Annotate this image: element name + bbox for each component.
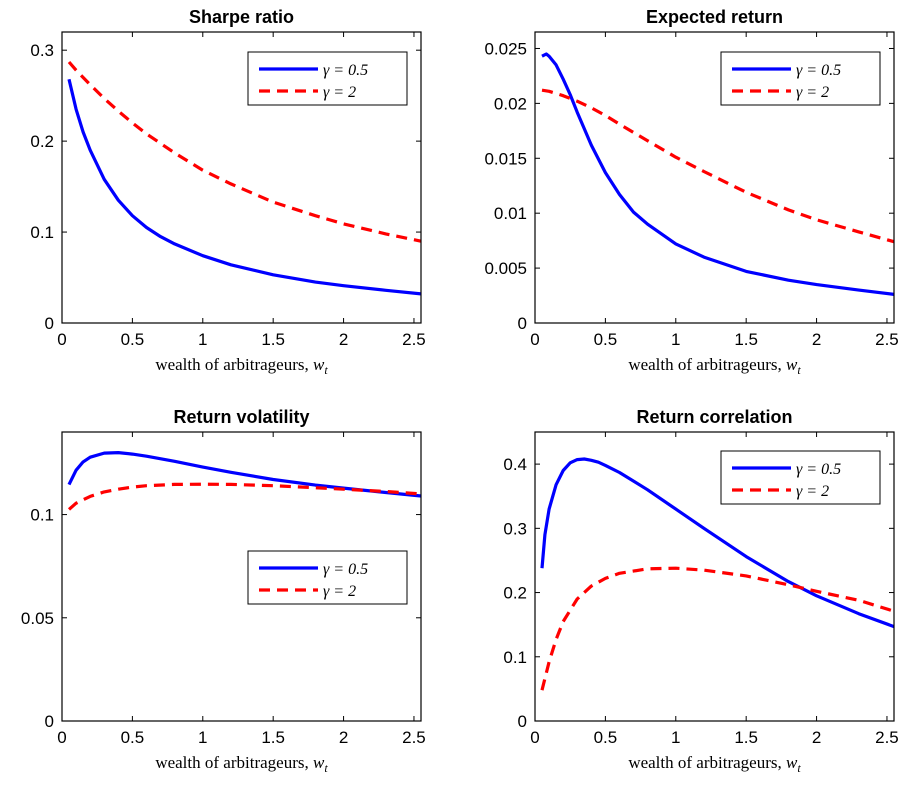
y-tick-label: 0.05	[21, 609, 54, 628]
x-tick-label: 2.5	[402, 728, 426, 747]
x-tick-label: 0	[57, 728, 66, 747]
y-tick-label: 0.01	[494, 204, 527, 223]
legend-label-1: γ = 0.5	[323, 62, 368, 79]
series-line-1	[67, 451, 422, 498]
series-line-2	[540, 566, 895, 691]
y-tick-label: 0.1	[30, 506, 54, 525]
axes-box	[534, 431, 895, 722]
axes-box	[534, 31, 895, 324]
series-line-2	[541, 88, 895, 244]
y-tick-label: 0.2	[30, 132, 54, 151]
x-tick-label: 0.5	[594, 330, 618, 349]
series-line-1	[67, 78, 422, 296]
y-tick-label: 0.2	[503, 584, 527, 603]
legend-box	[247, 550, 408, 605]
legend-label-2: γ = 2	[323, 84, 356, 101]
y-tick-label: 0	[45, 712, 54, 731]
legend-box	[247, 51, 408, 106]
y-tick-label: 0	[518, 712, 527, 731]
y-tick-label: 0	[45, 314, 54, 333]
legend-label-2: γ = 2	[796, 483, 829, 500]
x-tick-label: 0	[530, 728, 539, 747]
y-tick-label: 0.4	[503, 455, 527, 474]
chart-panel-4: Return correlation 0 0.5 1 1.5 2 2.5 0 0.1 0.2 0.3…	[503, 407, 898, 775]
x-axis-label: wealth of arbitrageurs, wt	[155, 753, 328, 775]
legend-label-1: γ = 0.5	[796, 461, 841, 478]
x-tick-label: 1	[198, 330, 207, 349]
x-axis-label: wealth of arbitrageurs, wt	[628, 753, 801, 775]
x-tick-label: 0	[57, 330, 66, 349]
legend-box	[720, 51, 881, 106]
chart-title: Sharpe ratio	[189, 7, 294, 27]
x-tick-label: 2	[812, 330, 821, 349]
series-line-2	[67, 482, 422, 511]
legend: γ = 0.5 γ = 2	[720, 450, 881, 505]
x-tick-label: 1	[671, 330, 680, 349]
x-tick-label: 1.5	[261, 330, 285, 349]
y-tick-label: 0.3	[503, 519, 527, 538]
chart-title: Return volatility	[173, 407, 309, 427]
legend-label-1: γ = 0.5	[796, 62, 841, 79]
legend-label-1: γ = 0.5	[323, 561, 368, 578]
legend-label-2: γ = 2	[796, 84, 829, 101]
y-tick-label: 0.005	[484, 259, 527, 278]
series-line-2	[67, 60, 422, 243]
x-tick-label: 2	[339, 728, 348, 747]
x-axis-label: wealth of arbitrageurs, wt	[628, 355, 801, 377]
x-tick-label: 1.5	[261, 728, 285, 747]
x-tick-label: 1	[198, 728, 207, 747]
x-tick-label: 2	[339, 330, 348, 349]
x-tick-label: 2.5	[402, 330, 426, 349]
x-tick-label: 2	[812, 728, 821, 747]
legend: γ = 0.5 γ = 2	[247, 51, 408, 106]
x-tick-label: 2.5	[875, 728, 899, 747]
x-tick-label: 2.5	[875, 330, 899, 349]
chart-panel-2: Expected return 0 0.5 1 1.5 2 2.5 0 0.005 0.01 0.0…	[484, 7, 898, 377]
axes-box	[61, 31, 422, 324]
y-tick-label: 0	[518, 314, 527, 333]
chart-title: Return correlation	[636, 407, 792, 427]
y-tick-label: 0.015	[484, 149, 527, 168]
legend-box	[720, 450, 881, 505]
chart-title: Expected return	[646, 7, 783, 27]
x-tick-label: 0.5	[121, 330, 145, 349]
y-tick-label: 0.3	[30, 41, 54, 60]
legend: γ = 0.5 γ = 2	[720, 51, 881, 106]
axes-box	[61, 431, 422, 722]
chart-panel-1: Sharpe ratio 0 0.5 1 1.5 2 2.5 0 0.1 0.2 0.3 wealth…	[30, 7, 425, 377]
x-tick-label: 1.5	[734, 728, 758, 747]
x-tick-label: 1.5	[734, 330, 758, 349]
y-tick-label: 0.02	[494, 94, 527, 113]
y-tick-label: 0.1	[503, 648, 527, 667]
legend: γ = 0.5 γ = 2	[247, 550, 408, 605]
x-axis-label: wealth of arbitrageurs, wt	[155, 355, 328, 377]
x-tick-label: 0.5	[121, 728, 145, 747]
series-line-1	[540, 457, 895, 629]
legend-label-2: γ = 2	[323, 583, 356, 600]
y-tick-label: 0.1	[30, 223, 54, 242]
x-tick-label: 0	[530, 330, 539, 349]
y-tick-label: 0.025	[484, 39, 527, 58]
x-tick-label: 1	[671, 728, 680, 747]
x-tick-label: 0.5	[594, 728, 618, 747]
chart-panel-3: Return volatility 0 0.5 1 1.5 2 2.5 0 0.05 0.1 wea…	[21, 407, 426, 775]
series-line-1	[541, 52, 895, 296]
